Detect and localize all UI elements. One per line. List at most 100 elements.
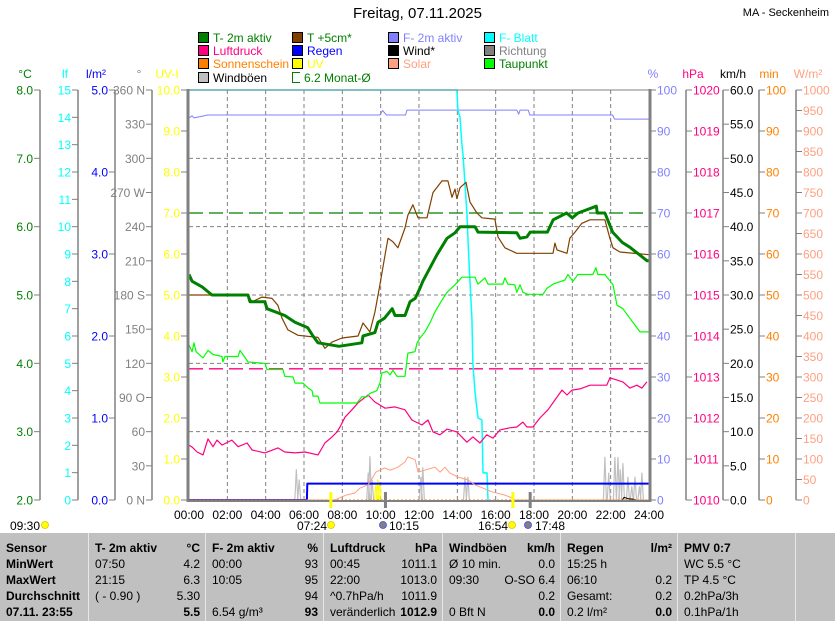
event-time: 10:15	[389, 519, 419, 532]
series-taupunkt	[188, 267, 649, 404]
legend-label: Regen	[307, 44, 343, 58]
spike-windb-en	[420, 467, 425, 501]
axis-tick-label-press: 1014	[693, 330, 720, 344]
axis-tick-label-rain: 5.0	[91, 84, 108, 98]
sunrise-icon	[327, 521, 335, 529]
legend-item: Luftdruck	[198, 45, 262, 58]
legend-item: Taupunkt	[484, 58, 548, 71]
cell-label: Sensor	[6, 541, 47, 555]
cell-value: 0.0	[538, 605, 555, 619]
cell-label: Durchschnitt	[6, 589, 81, 603]
cell-label: T- 2m aktiv	[95, 541, 158, 555]
axis-tick-label-leaf: 9	[64, 248, 71, 262]
spike-windb-en	[620, 463, 626, 501]
spike-uv	[377, 481, 382, 501]
cell-value: 5.30	[176, 589, 200, 603]
axis-tick-label-solar: 750	[803, 186, 823, 200]
x-tick-label: 04:00	[251, 508, 281, 522]
table-cell: 10:05 95	[212, 572, 318, 588]
cell-value: 0.2	[655, 589, 672, 603]
moonset-icon	[524, 521, 532, 529]
axis-tick-label-dir: 210	[125, 254, 145, 268]
legend-swatch	[292, 58, 303, 69]
axis-tick-label-press: 1017	[693, 207, 720, 221]
legend-item: Regen	[292, 45, 342, 58]
table-cell: 00:00 93	[212, 556, 318, 572]
moonrise-icon	[379, 521, 387, 529]
axis-tick-label-wind: 5.0	[730, 459, 747, 473]
legend-swatch	[198, 72, 209, 83]
legend-item: Sonnenschein	[198, 58, 289, 71]
table-cell: 5.5	[95, 604, 200, 620]
series-f-blatt	[189, 89, 489, 501]
cell-value: km/h	[526, 541, 555, 555]
axis-tick-label-leaf: 4	[64, 384, 71, 398]
spike-windb-en	[639, 472, 645, 501]
axis-tick-label-wind: 20.0	[730, 357, 754, 371]
cell-value: 4.2	[183, 557, 200, 571]
legend-swatch	[198, 58, 209, 69]
cell-value: 95	[304, 573, 318, 587]
x-tick-label: 08:00	[327, 508, 357, 522]
table-cell: Windböen km/h	[449, 540, 555, 556]
series-t-2m-aktiv	[187, 204, 649, 348]
legend-label: Taupunkt	[499, 57, 548, 71]
axis-tick-label-wind: 60.0	[730, 84, 754, 98]
x-tick-label: 10:00	[366, 508, 396, 522]
axis-tick-label-wind: 35.0	[730, 254, 754, 268]
cell-value: l/m²	[650, 541, 672, 555]
spike-windb-en	[625, 476, 631, 501]
axis-tick-label-leaf: 1	[64, 466, 71, 480]
cell-value: 1011.1	[401, 557, 437, 571]
axis-tick-label-rain: 3.0	[91, 248, 108, 262]
axis-tick-label-sun: 0	[766, 494, 773, 508]
axis-unit-temp: °C	[18, 67, 32, 81]
table-cell: Sensor	[6, 540, 83, 556]
axis-tick-label-temp: 6.0	[16, 220, 33, 234]
axis-tick-label-hum: 40	[657, 330, 671, 344]
axis-tick-label-press: 1018	[693, 166, 720, 180]
sunset-icon	[508, 521, 516, 529]
table-cell: 07.11. 23:55	[6, 604, 83, 620]
axis-tick-label-temp: 2.0	[16, 494, 33, 508]
axis-tick-label-press: 1011	[693, 453, 719, 467]
axis-tick-label-leaf: 2	[64, 439, 71, 453]
legend-swatch	[198, 45, 209, 56]
axis-tick-label-uv: 2.0	[163, 412, 180, 426]
axis-unit-leaf: lf	[62, 67, 69, 81]
axis-tick-label-dir: 90 O	[119, 391, 145, 405]
table-cell: 94	[212, 588, 318, 604]
axis-tick-label-sun: 60	[766, 248, 780, 262]
axis-tick-label-sun: 100	[766, 84, 786, 98]
axis-tick-label-solar: 250	[803, 391, 823, 405]
axis-tick-label-wind: 55.0	[730, 118, 754, 132]
table-cell: Regen l/m²	[567, 540, 672, 556]
spike-windb-en	[369, 479, 375, 501]
axis-tick-label-dir: 180 S	[114, 289, 145, 303]
legend-swatch	[292, 72, 300, 83]
axis-tick-label-leaf: 10	[58, 220, 72, 234]
axis-tick-label-uv: 6.0	[163, 248, 180, 262]
cell-value: 0.2	[538, 589, 555, 603]
axis-tick-label-wind: 40.0	[730, 220, 754, 234]
axis-tick-label-wind: 10.0	[730, 425, 754, 439]
table-cell: Gesamt: 0.2	[567, 588, 672, 604]
table-cell: MinWert	[6, 556, 83, 572]
legend-item: 6.2 Monat-Ø	[292, 72, 371, 85]
table-cell: 00:45 1011.1	[330, 556, 437, 572]
table-cell: T- 2m aktiv °C	[95, 540, 200, 556]
axis-tick-label-press: 1015	[693, 289, 720, 303]
axis-tick-label-dir: 120	[125, 357, 145, 371]
spike-windb-en	[367, 456, 373, 501]
legend-swatch	[388, 32, 399, 43]
table-cell: 6.54 g/m³ 93	[212, 604, 318, 620]
axis-unit-uv: UV-I	[155, 67, 178, 81]
cell-value: 5.5	[183, 605, 200, 619]
legend-item: UV	[292, 58, 324, 71]
legend-item: Solar	[388, 58, 431, 71]
legend-label: Solar	[403, 57, 432, 71]
legend-swatch	[388, 58, 399, 69]
x-tick-label: 20:00	[557, 508, 587, 522]
table-cell: TP 4.5 °C	[684, 572, 790, 588]
axis-tick-label-hum: 30	[657, 371, 671, 385]
